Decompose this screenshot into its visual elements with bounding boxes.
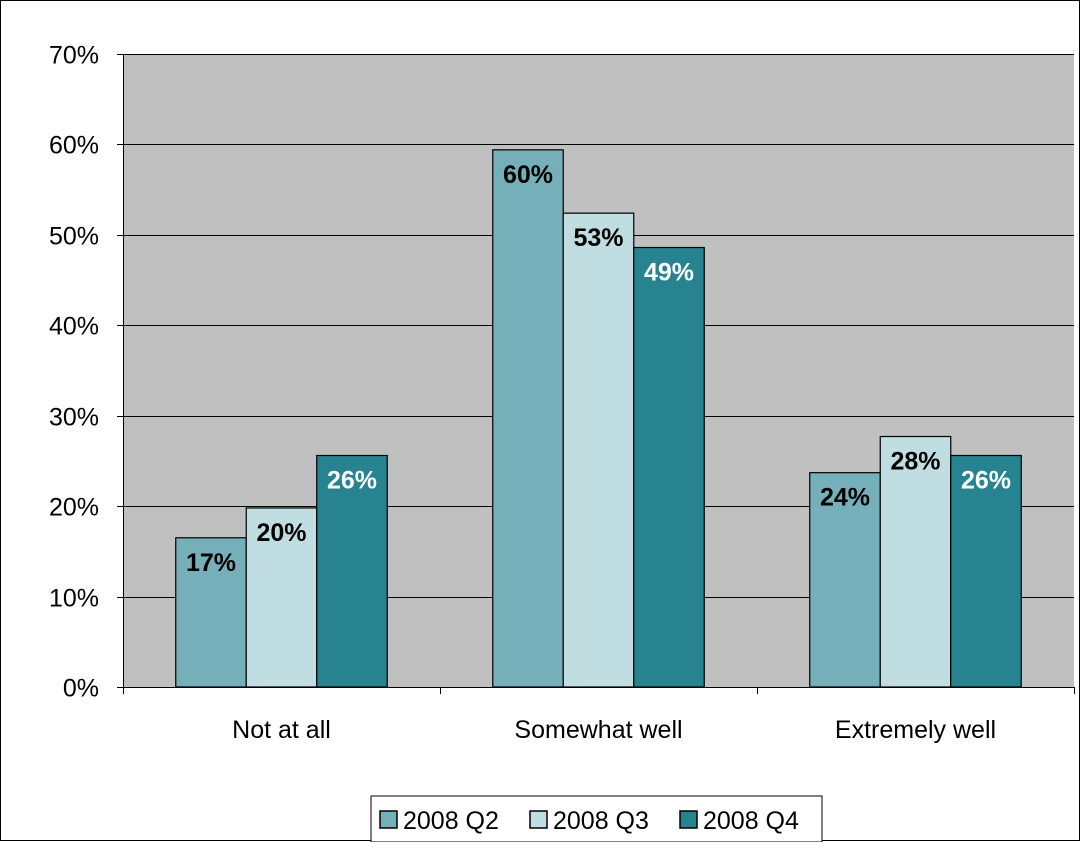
y-tick-label: 40% xyxy=(49,313,99,341)
data-label: 49% xyxy=(644,259,694,287)
data-label: 20% xyxy=(256,519,306,547)
bars xyxy=(175,149,1022,688)
bar-2008-q3 xyxy=(562,212,635,688)
legend-label-q2: 2008 Q2 xyxy=(403,807,499,835)
axes: 0% 10% 20% 30% 40% 50% 60% 70% Not at all Somewha… xyxy=(49,42,1075,744)
legend-swatch-q3 xyxy=(529,810,548,829)
y-tick-label: 70% xyxy=(49,42,99,70)
y-tick-label: 30% xyxy=(49,404,99,432)
legend-swatch-q2 xyxy=(379,810,398,829)
y-tick-label: 50% xyxy=(49,223,99,251)
data-label: 17% xyxy=(186,549,236,577)
bar-2008-q3 xyxy=(879,435,952,688)
data-label: 26% xyxy=(327,467,377,495)
bar-2008-q3 xyxy=(245,507,318,688)
bar-2008-q4 xyxy=(633,246,705,688)
data-label: 53% xyxy=(573,224,623,252)
bar-2008-q4 xyxy=(316,454,388,688)
data-label: 28% xyxy=(890,448,940,476)
bar-2008-q2 xyxy=(809,472,881,688)
bar-2008-q4 xyxy=(950,454,1022,688)
legend-swatch-q4 xyxy=(679,810,698,829)
legend: 2008 Q2 2008 Q3 2008 Q4 xyxy=(370,795,823,842)
category-label: Extremely well xyxy=(835,716,996,744)
legend-label-q4: 2008 Q4 xyxy=(703,807,799,835)
y-tick-label: 10% xyxy=(49,585,99,613)
y-tick-label: 0% xyxy=(63,675,99,703)
data-labels: 17% 20% 26% 60% 53% 49% 24% 28% 26% xyxy=(186,161,1011,577)
data-label: 26% xyxy=(961,467,1011,495)
legend-label-q3: 2008 Q3 xyxy=(553,807,649,835)
category-label: Not at all xyxy=(232,716,331,744)
legend-box xyxy=(370,795,823,842)
y-tick-label: 20% xyxy=(49,494,99,522)
bar-2008-q2 xyxy=(175,537,247,688)
category-label: Somewhat well xyxy=(514,716,682,744)
data-label: 24% xyxy=(820,484,870,512)
bar-2008-q2 xyxy=(492,149,564,688)
y-tick-label: 60% xyxy=(49,132,99,160)
data-label: 60% xyxy=(503,161,553,189)
